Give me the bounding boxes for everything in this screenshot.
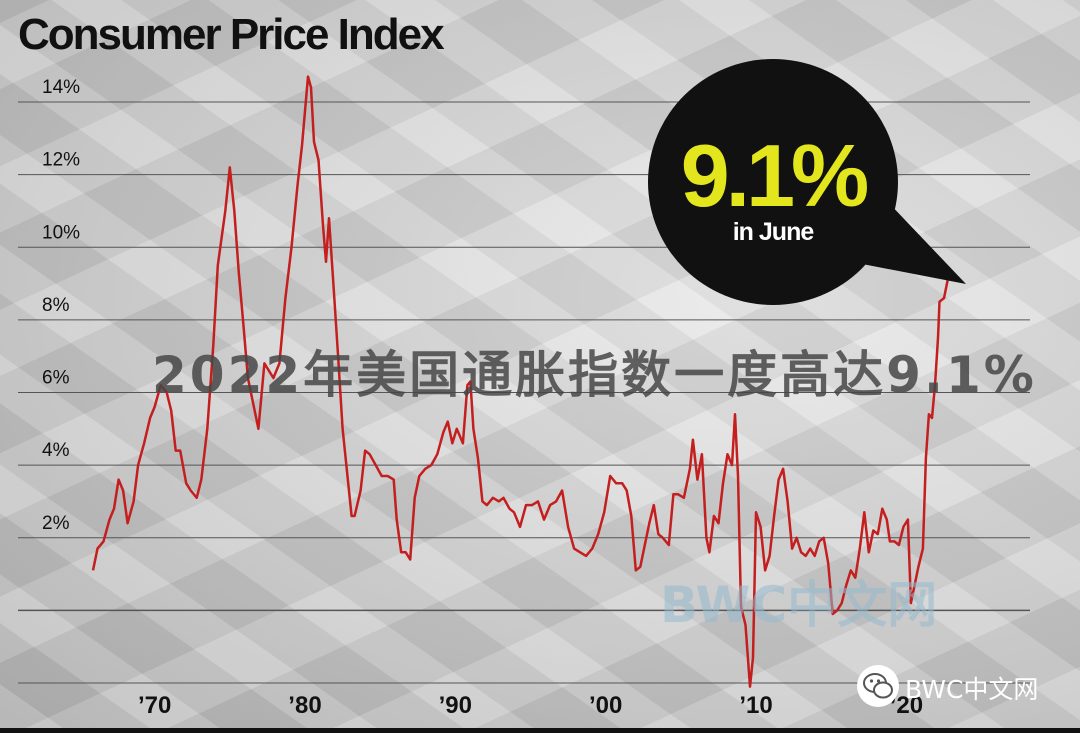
x-axis-ticks: ’70’80’90’00’10’20 xyxy=(138,692,923,719)
watermark-center: BWC中文网 xyxy=(660,576,938,634)
y-tick-label: 12% xyxy=(42,150,80,171)
wechat-icon xyxy=(857,665,899,707)
x-tick-label: ’10 xyxy=(739,692,772,719)
wechat-icon-glyph xyxy=(863,673,893,699)
y-tick-label: 10% xyxy=(42,222,80,243)
y-tick-label: 6% xyxy=(42,368,70,389)
chart-title: Consumer Price Index xyxy=(18,10,445,59)
bottom-bar xyxy=(0,728,1080,733)
x-tick-label: ’00 xyxy=(589,692,622,719)
x-tick-label: ’80 xyxy=(288,692,321,719)
y-axis-ticks: 2% 4% 6% 8% 10% 12% 14% xyxy=(42,77,80,534)
watermark-corner: BWC中文网 xyxy=(905,675,1039,704)
y-tick-label: 2% xyxy=(42,513,70,534)
y-tick-label: 14% xyxy=(42,77,80,98)
callout-bubble: 9.1% in June xyxy=(648,59,966,305)
cpi-series-line xyxy=(91,75,949,688)
callout-value: 9.1% xyxy=(681,126,867,225)
y-tick-label: 8% xyxy=(42,295,70,316)
callout-circle xyxy=(648,59,898,305)
callout-label: in June xyxy=(733,218,815,246)
x-tick-label: ’90 xyxy=(439,692,472,719)
y-tick-label: 4% xyxy=(42,440,70,461)
x-tick-label: ’70 xyxy=(138,692,171,719)
overlay-caption: 2022年美国通胀指数一度高达9.1% xyxy=(152,346,1037,404)
